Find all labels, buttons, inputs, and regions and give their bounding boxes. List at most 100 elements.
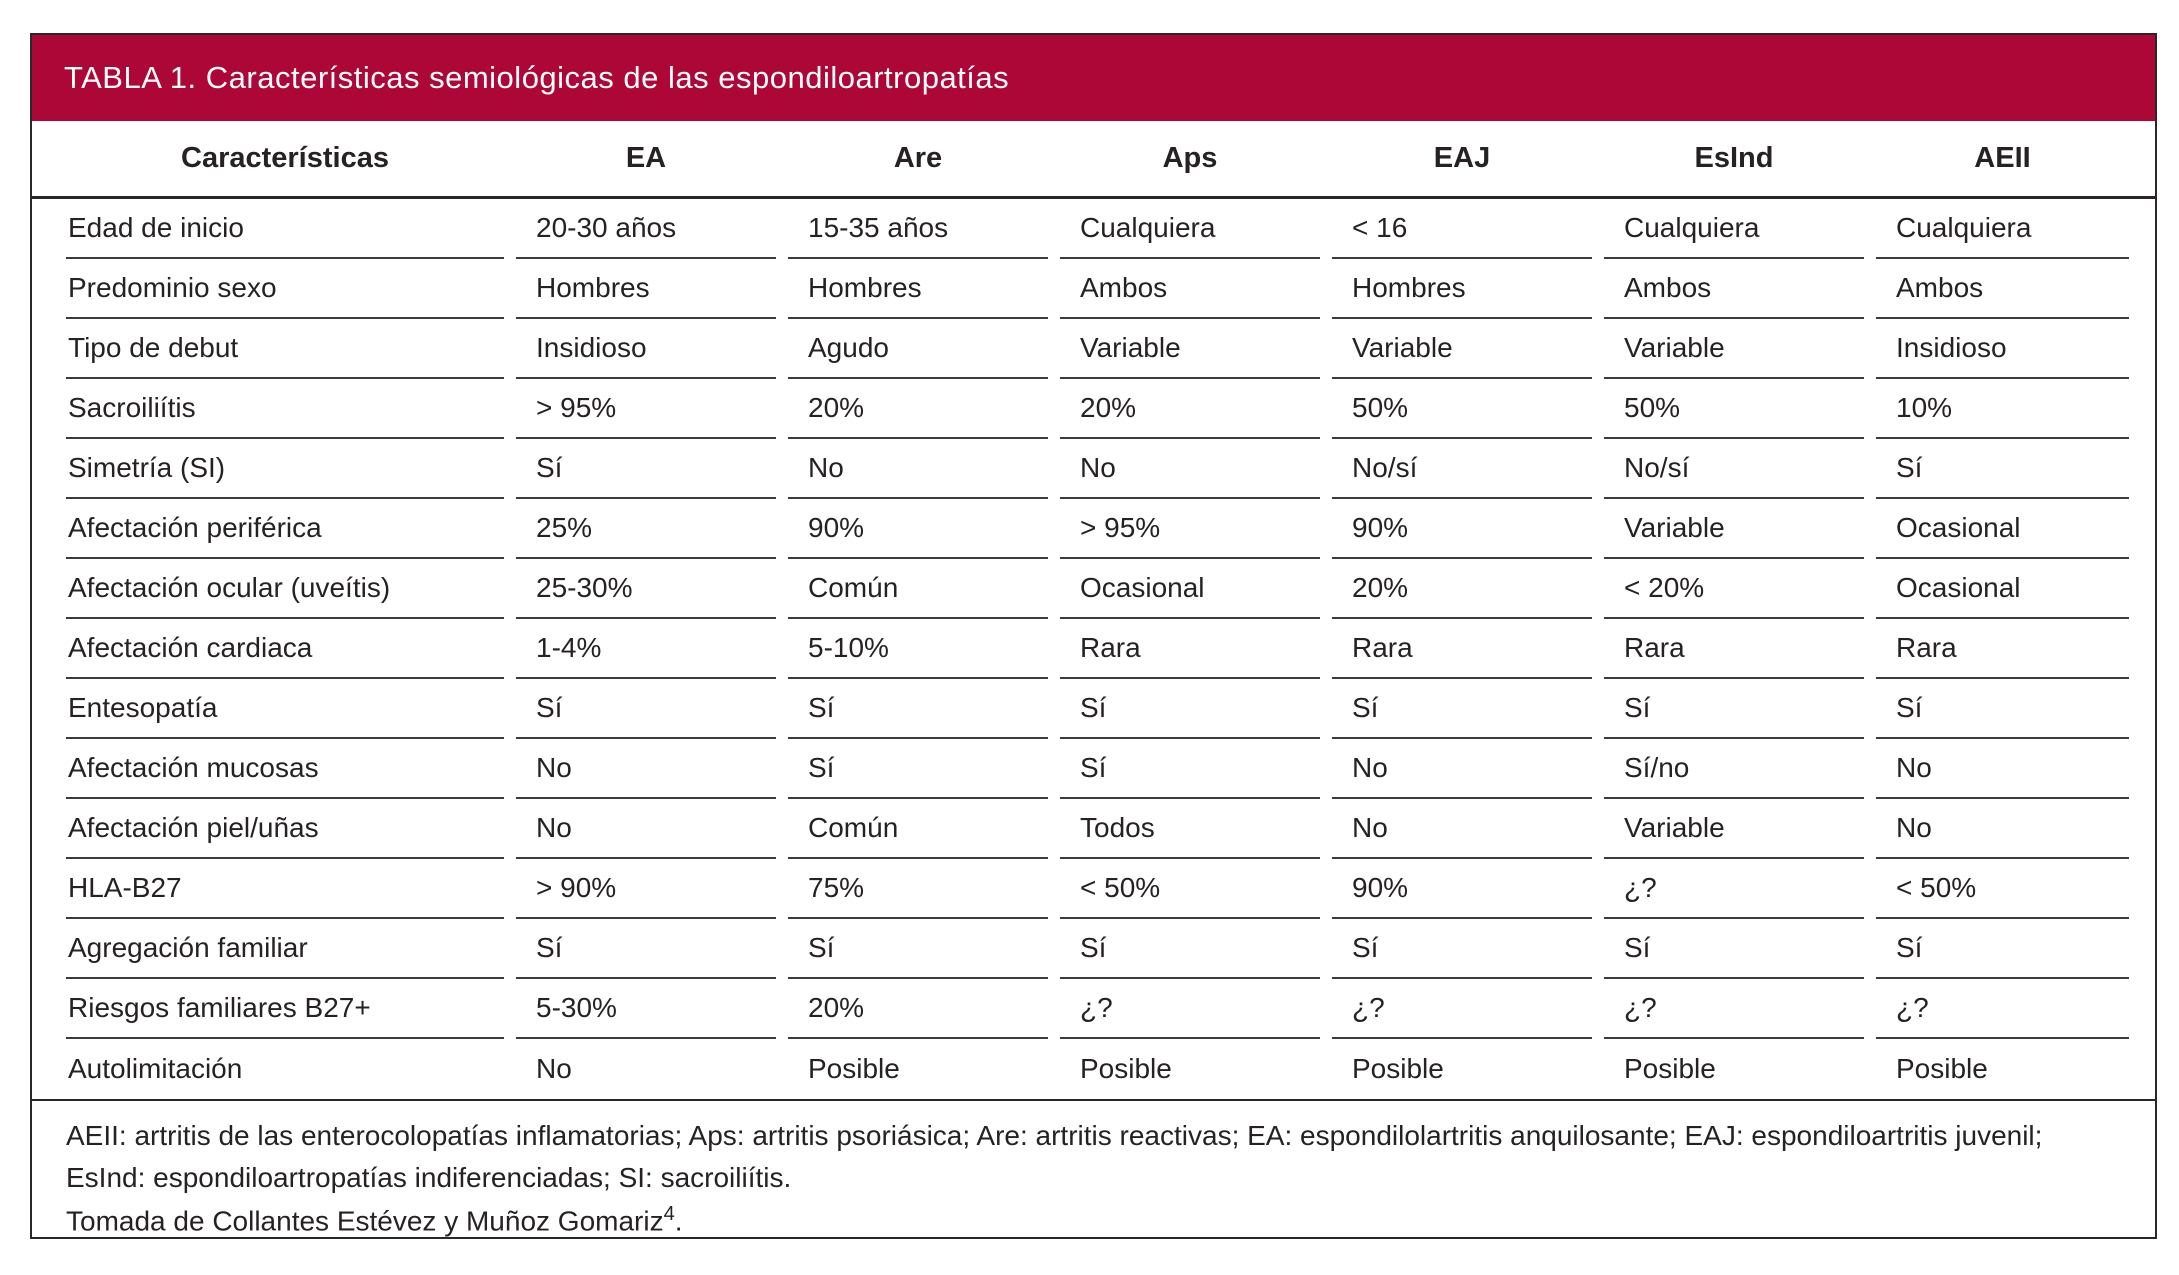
row-value: 20% [788, 979, 1048, 1039]
row-value: > 90% [516, 859, 776, 919]
table-row: Simetría (SI) Sí No No No/sí No/sí Sí [32, 439, 2155, 499]
row-value: Rara [1604, 619, 1864, 679]
row-value: Ambos [1060, 259, 1320, 319]
row-value: Sí [1332, 679, 1592, 739]
row-value: Agudo [788, 319, 1048, 379]
row-value: > 95% [516, 379, 776, 439]
row-value: Sí [1060, 679, 1320, 739]
column-header-aeii: AEII [1974, 142, 2031, 174]
table-footnotes: AEII: artritis de las enterocolopatías i… [32, 1099, 2155, 1242]
row-value: Insidioso [516, 319, 776, 379]
row-value: Sí [1604, 679, 1864, 739]
row-value: 20% [1332, 559, 1592, 619]
row-value: No [536, 1053, 572, 1084]
row-label: Edad de inicio [66, 199, 504, 259]
row-value: No [1332, 739, 1592, 799]
table-row: Riesgos familiares B27+ 5-30% 20% ¿? ¿? ¿? ¿? [32, 979, 2155, 1039]
source-period: . [674, 1205, 683, 1237]
row-value: No [516, 799, 776, 859]
row-value: Posible [1352, 1053, 1444, 1084]
row-value: 20% [788, 379, 1048, 439]
table-row: Afectación mucosas No Sí Sí No Sí/no No [32, 739, 2155, 799]
row-value: 90% [788, 499, 1048, 559]
row-value: 5-30% [516, 979, 776, 1039]
table-row: Afectación periférica 25% 90% > 95% 90% Varia… [32, 499, 2155, 559]
row-value: Ambos [1876, 259, 2129, 319]
row-value: Sí [516, 679, 776, 739]
row-value: Ocasional [1060, 559, 1320, 619]
row-value: Sí [1604, 919, 1864, 979]
row-value: Hombres [788, 259, 1048, 319]
abbreviations-note: AEII: artritis de las enterocolopatías i… [66, 1120, 2043, 1193]
row-label: Afectación ocular (uveítis) [66, 559, 504, 619]
row-value: Común [788, 799, 1048, 859]
table-row: Entesopatía Sí Sí Sí Sí Sí Sí [32, 679, 2155, 739]
row-value: 25-30% [516, 559, 776, 619]
table-row: Sacroiliítis > 95% 20% 20% 50% 50% 10% [32, 379, 2155, 439]
row-value: ¿? [1604, 859, 1864, 919]
column-header-aps: Aps [1162, 142, 1218, 174]
row-value: < 50% [1060, 859, 1320, 919]
row-value: 50% [1332, 379, 1592, 439]
row-label: Autolimitación [68, 1053, 243, 1084]
row-value: 5-10% [788, 619, 1048, 679]
row-value: No/sí [1604, 439, 1864, 499]
row-value: Cualquiera [1060, 199, 1320, 259]
row-value: Variable [1604, 799, 1864, 859]
column-header-ea: EA [625, 142, 667, 174]
row-value: No [1876, 739, 2129, 799]
table-title: TABLA 1. Características semiológicas de… [64, 60, 1010, 95]
row-value: Variable [1604, 319, 1864, 379]
row-value: Sí [516, 439, 776, 499]
row-value: Posible [808, 1053, 900, 1084]
table-row: Afectación ocular (uveítis) 25-30% Común Oc… [32, 559, 2155, 619]
row-value: Sí [1876, 439, 2129, 499]
row-value: Ambos [1604, 259, 1864, 319]
row-label: Agregación familiar [66, 919, 504, 979]
row-value: Sí [1876, 679, 2129, 739]
row-value: Sí [1060, 739, 1320, 799]
column-header-row: Características EA Are Aps EAJ EsInd AEI… [32, 121, 2155, 199]
row-value: 90% [1332, 859, 1592, 919]
column-header-are: Are [893, 142, 943, 174]
row-value: Variable [1332, 319, 1592, 379]
row-label: HLA-B27 [66, 859, 504, 919]
row-value: Posible [1896, 1053, 1988, 1084]
semiology-table-card: TABLA 1. Características semiológicas de… [30, 33, 2157, 1239]
row-value: Cualquiera [1876, 199, 2129, 259]
row-value: Rara [1876, 619, 2129, 679]
row-value: ¿? [1604, 979, 1864, 1039]
row-value: Sí [788, 919, 1048, 979]
row-label: Entesopatía [66, 679, 504, 739]
row-value: Ocasional [1876, 499, 2129, 559]
row-label: Afectación piel/uñas [66, 799, 504, 859]
row-value: No [516, 739, 776, 799]
row-value: 1-4% [516, 619, 776, 679]
row-value: 20% [1060, 379, 1320, 439]
table-body: Edad de inicio 20-30 años 15-35 años Cualqu… [32, 199, 2155, 1099]
table-row: Afectación piel/uñas No Común Todos No Variab… [32, 799, 2155, 859]
row-value: Sí [1876, 919, 2129, 979]
row-value: < 16 [1332, 199, 1592, 259]
column-header-eaj: EAJ [1433, 142, 1491, 174]
row-value: 75% [788, 859, 1048, 919]
row-label: Sacroiliítis [66, 379, 504, 439]
row-label: Afectación periférica [66, 499, 504, 559]
row-value: ¿? [1060, 979, 1320, 1039]
row-value: Insidioso [1876, 319, 2129, 379]
row-value: Sí [788, 739, 1048, 799]
row-value: Posible [1624, 1053, 1716, 1084]
column-header-caracteristicas: Características [181, 142, 389, 174]
row-value: No [1876, 799, 2129, 859]
row-value: 10% [1876, 379, 2129, 439]
row-value: < 20% [1604, 559, 1864, 619]
row-value: Variable [1060, 319, 1320, 379]
row-label: Tipo de debut [66, 319, 504, 379]
table-row: Autolimitación No Posible Posible Posible Pos… [32, 1039, 2155, 1099]
row-value: Hombres [516, 259, 776, 319]
row-value: Variable [1604, 499, 1864, 559]
row-label: Afectación mucosas [66, 739, 504, 799]
row-label: Afectación cardiaca [66, 619, 504, 679]
row-value: Sí [1332, 919, 1592, 979]
row-value: Sí [788, 679, 1048, 739]
